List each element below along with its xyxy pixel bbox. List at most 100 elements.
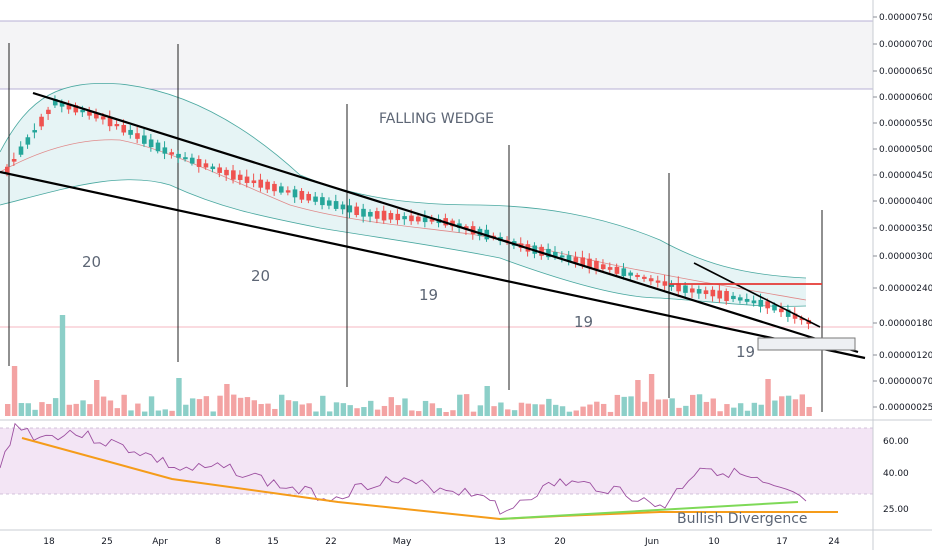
candle <box>258 179 264 188</box>
volume-bar <box>724 404 730 416</box>
volume-bar <box>388 397 394 416</box>
candle <box>320 197 325 206</box>
volume-bar <box>224 384 230 416</box>
price-tick-label: 0.00000600 <box>879 93 932 103</box>
volume-bar <box>758 404 764 416</box>
price-tick-label: 0.00000120 <box>879 351 932 361</box>
volume-bar <box>559 406 566 416</box>
date-tick-label: 10 <box>708 537 720 547</box>
candle <box>326 200 332 206</box>
candle <box>347 205 353 213</box>
candle <box>224 169 229 176</box>
candle <box>169 152 174 155</box>
volume-bar <box>66 404 73 416</box>
date-tick-label: Jun <box>644 537 659 547</box>
date-tick-label: 17 <box>776 537 787 547</box>
date-tick-label: 13 <box>494 537 505 547</box>
candle <box>231 170 236 180</box>
candle <box>539 246 544 256</box>
volume-bar <box>251 400 257 416</box>
candle <box>299 190 305 200</box>
volume-bar <box>107 400 114 416</box>
candle <box>155 142 161 152</box>
candle <box>374 211 380 219</box>
candle <box>546 248 551 258</box>
volume-bar <box>361 407 367 416</box>
candle <box>607 267 613 270</box>
candle <box>758 299 764 307</box>
rsi-tick-label: 60.00 <box>883 437 909 447</box>
volume-bar <box>532 404 538 416</box>
volume-bar <box>203 396 210 416</box>
volume-bar <box>779 396 785 416</box>
volume-bar <box>498 402 504 416</box>
candle <box>662 281 668 286</box>
chart-title: FALLING WEDGE <box>379 111 494 127</box>
bollinger-band-fill <box>0 83 806 307</box>
candle <box>676 283 681 292</box>
candle <box>580 257 585 266</box>
price-tick-label: 0.00000450 <box>879 171 932 181</box>
volume-bar <box>326 411 333 416</box>
candle <box>683 285 688 293</box>
candle <box>176 153 181 158</box>
candle <box>751 300 757 304</box>
candle <box>39 116 44 127</box>
volume-bar <box>443 411 449 416</box>
volume-bar <box>347 405 353 416</box>
volume-bar <box>717 411 723 416</box>
candle <box>265 181 270 190</box>
volume-bar <box>463 394 470 416</box>
candle <box>333 201 339 209</box>
volume-bar <box>237 397 244 416</box>
candle <box>566 255 572 262</box>
volume-bar <box>80 400 86 416</box>
price-tick-label: 0.00000240 <box>879 284 932 294</box>
volume-bar <box>594 401 600 416</box>
volume-bar <box>354 408 360 416</box>
candle <box>621 268 627 277</box>
candle <box>737 297 743 301</box>
price-tick-label: 0.00000025 <box>879 403 932 413</box>
candle <box>114 124 120 127</box>
volume-bar <box>121 394 127 416</box>
volume-bar <box>642 401 648 416</box>
candle <box>744 298 750 302</box>
volume-bar <box>477 405 484 416</box>
candle <box>429 219 435 222</box>
candle <box>553 251 558 258</box>
time-axis: 18 25 Apr 8 15 22 May 13 20 Jun 10 17 24 <box>43 537 840 547</box>
cycle-count-3: 19 <box>419 286 438 304</box>
volume-bar <box>799 394 805 416</box>
candle <box>402 216 407 220</box>
volume-bar <box>511 410 518 416</box>
cycle-count-4: 19 <box>574 313 593 331</box>
candle <box>648 278 654 282</box>
volume-bar <box>333 402 340 416</box>
volume-bar <box>313 411 319 416</box>
candle <box>559 255 565 258</box>
volume-bar <box>436 408 442 416</box>
volume-bar <box>258 404 264 416</box>
candle <box>409 215 414 222</box>
date-tick-label: 22 <box>325 537 336 547</box>
price-axis: 0.00000750 0.00000700 0.00000650 0.00000600… <box>873 13 932 413</box>
short-trendline <box>693 262 821 328</box>
candle <box>94 112 99 119</box>
volume-bar <box>189 398 196 416</box>
volume-bar <box>539 404 545 416</box>
candle <box>244 176 250 183</box>
volume-bar <box>114 408 120 416</box>
candle <box>573 257 579 263</box>
candle <box>395 213 401 221</box>
candle <box>25 137 31 145</box>
volume-bar <box>696 394 703 416</box>
candle <box>66 103 72 110</box>
volume-bar <box>546 398 552 416</box>
volume-bar <box>155 410 162 416</box>
candle <box>210 166 216 170</box>
candle <box>217 167 222 173</box>
volume-bar <box>703 401 710 416</box>
volume-bar <box>765 379 771 416</box>
